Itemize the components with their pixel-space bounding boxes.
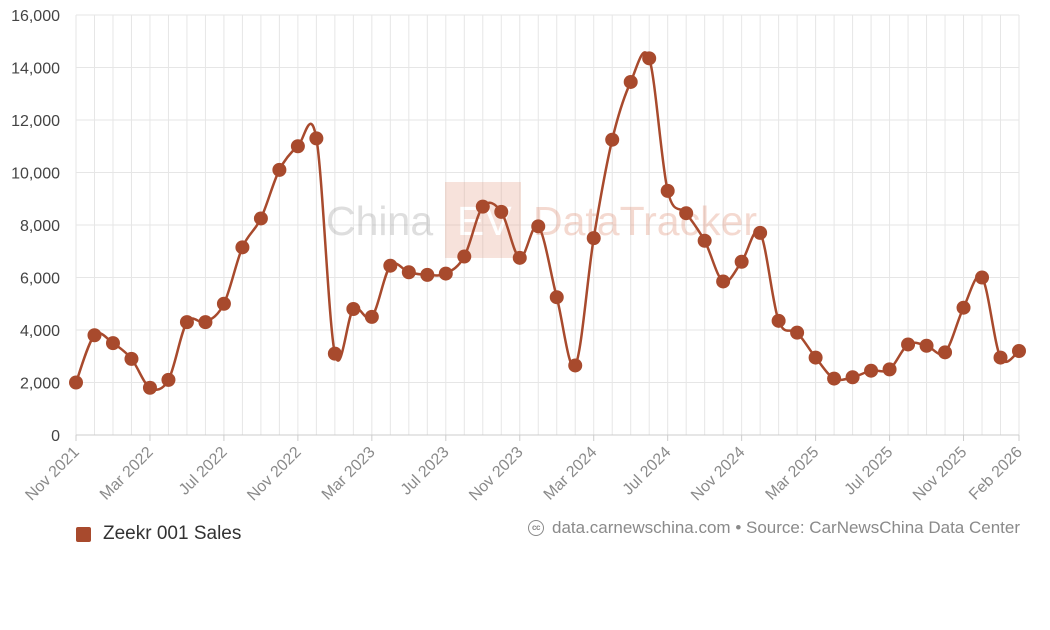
data-point[interactable] bbox=[642, 51, 657, 66]
x-tick-label: Jul 2025 bbox=[842, 444, 897, 499]
x-tick-label: Nov 2025 bbox=[910, 444, 971, 505]
series-layer bbox=[69, 51, 1026, 395]
data-point[interactable] bbox=[845, 370, 860, 385]
x-tick-label: Jul 2023 bbox=[398, 444, 453, 499]
x-tick-label: Jul 2024 bbox=[620, 444, 675, 499]
data-point[interactable] bbox=[716, 274, 731, 289]
data-point[interactable] bbox=[512, 250, 527, 265]
x-tick-label: Mar 2024 bbox=[541, 444, 601, 504]
y-tick-label: 10,000 bbox=[11, 166, 60, 183]
y-tick-label: 16,000 bbox=[11, 8, 60, 25]
data-point[interactable] bbox=[327, 346, 342, 361]
data-point[interactable] bbox=[253, 211, 268, 226]
data-point[interactable] bbox=[975, 270, 990, 285]
data-point[interactable] bbox=[882, 362, 897, 377]
source-text: data.carnewschina.com • Source: CarNewsC… bbox=[552, 518, 1020, 537]
data-point[interactable] bbox=[420, 267, 435, 282]
watermark-text-datatracker: DataTracker bbox=[533, 198, 757, 244]
data-point[interactable] bbox=[568, 358, 583, 373]
data-point[interactable] bbox=[475, 199, 490, 214]
data-point[interactable] bbox=[938, 345, 953, 360]
data-point[interactable] bbox=[235, 240, 250, 255]
data-point[interactable] bbox=[290, 139, 305, 154]
y-tick-label: 6,000 bbox=[20, 271, 60, 288]
data-point[interactable] bbox=[956, 300, 971, 315]
data-point[interactable] bbox=[272, 162, 287, 177]
data-point[interactable] bbox=[864, 363, 879, 378]
y-tick-label: 4,000 bbox=[20, 323, 60, 340]
data-point[interactable] bbox=[549, 290, 564, 305]
data-point[interactable] bbox=[346, 302, 361, 316]
data-point[interactable] bbox=[198, 315, 213, 330]
y-tick-label: 14,000 bbox=[11, 61, 60, 78]
data-point[interactable] bbox=[401, 265, 416, 280]
x-tick-label: Feb 2026 bbox=[966, 444, 1026, 504]
data-point[interactable] bbox=[438, 266, 453, 281]
data-point[interactable] bbox=[87, 328, 102, 343]
data-point[interactable] bbox=[124, 351, 139, 366]
x-tick-label: Jul 2022 bbox=[176, 444, 231, 499]
x-tick-label: Nov 2021 bbox=[22, 444, 83, 505]
watermark-text-china: China bbox=[326, 198, 433, 244]
data-point[interactable] bbox=[993, 350, 1008, 365]
creative-commons-icon: cc bbox=[528, 520, 544, 536]
data-point[interactable] bbox=[605, 132, 620, 147]
data-point[interactable] bbox=[827, 371, 842, 386]
x-tick-label: Nov 2023 bbox=[466, 444, 527, 505]
data-point[interactable] bbox=[919, 338, 934, 353]
data-point[interactable] bbox=[494, 204, 509, 219]
data-point[interactable] bbox=[660, 183, 675, 198]
data-point[interactable] bbox=[790, 325, 805, 340]
data-point[interactable] bbox=[586, 231, 601, 246]
data-point[interactable] bbox=[69, 375, 83, 390]
legend-label: Zeekr 001 Sales bbox=[103, 523, 242, 544]
data-point[interactable] bbox=[383, 258, 398, 273]
legend[interactable]: Zeekr 001 Sales bbox=[76, 523, 241, 545]
data-point[interactable] bbox=[623, 74, 638, 89]
data-point[interactable] bbox=[531, 219, 546, 234]
x-tick-label: Mar 2023 bbox=[319, 444, 379, 504]
data-point[interactable] bbox=[364, 309, 379, 324]
data-point[interactable] bbox=[142, 380, 157, 395]
data-point[interactable] bbox=[457, 249, 472, 264]
x-tick-label: Mar 2025 bbox=[763, 444, 823, 504]
grid-layer bbox=[75, 14, 1020, 436]
y-tick-label: 2,000 bbox=[20, 376, 60, 393]
data-point[interactable] bbox=[161, 372, 176, 387]
data-point[interactable] bbox=[901, 337, 916, 352]
data-point[interactable] bbox=[1012, 344, 1026, 358]
data-point[interactable] bbox=[734, 254, 749, 269]
watermark-box bbox=[445, 182, 521, 258]
y-tick-label: 12,000 bbox=[11, 113, 60, 130]
data-point[interactable] bbox=[771, 313, 786, 328]
x-tick-label: Mar 2022 bbox=[97, 444, 157, 504]
data-point[interactable] bbox=[105, 336, 120, 351]
x-tick-label: Nov 2022 bbox=[244, 444, 305, 505]
source-credit: cc data.carnewschina.com • Source: CarNe… bbox=[528, 518, 1020, 538]
data-point[interactable] bbox=[179, 315, 194, 330]
data-point[interactable] bbox=[808, 350, 823, 365]
data-point[interactable] bbox=[216, 296, 231, 311]
data-point[interactable] bbox=[309, 131, 324, 146]
y-tick-label: 0 bbox=[51, 428, 60, 445]
data-point[interactable] bbox=[679, 206, 694, 221]
x-tick-label: Nov 2024 bbox=[688, 444, 749, 505]
legend-swatch bbox=[76, 526, 91, 542]
data-point[interactable] bbox=[697, 233, 712, 248]
y-tick-label: 8,000 bbox=[20, 218, 60, 235]
data-point[interactable] bbox=[753, 225, 768, 240]
